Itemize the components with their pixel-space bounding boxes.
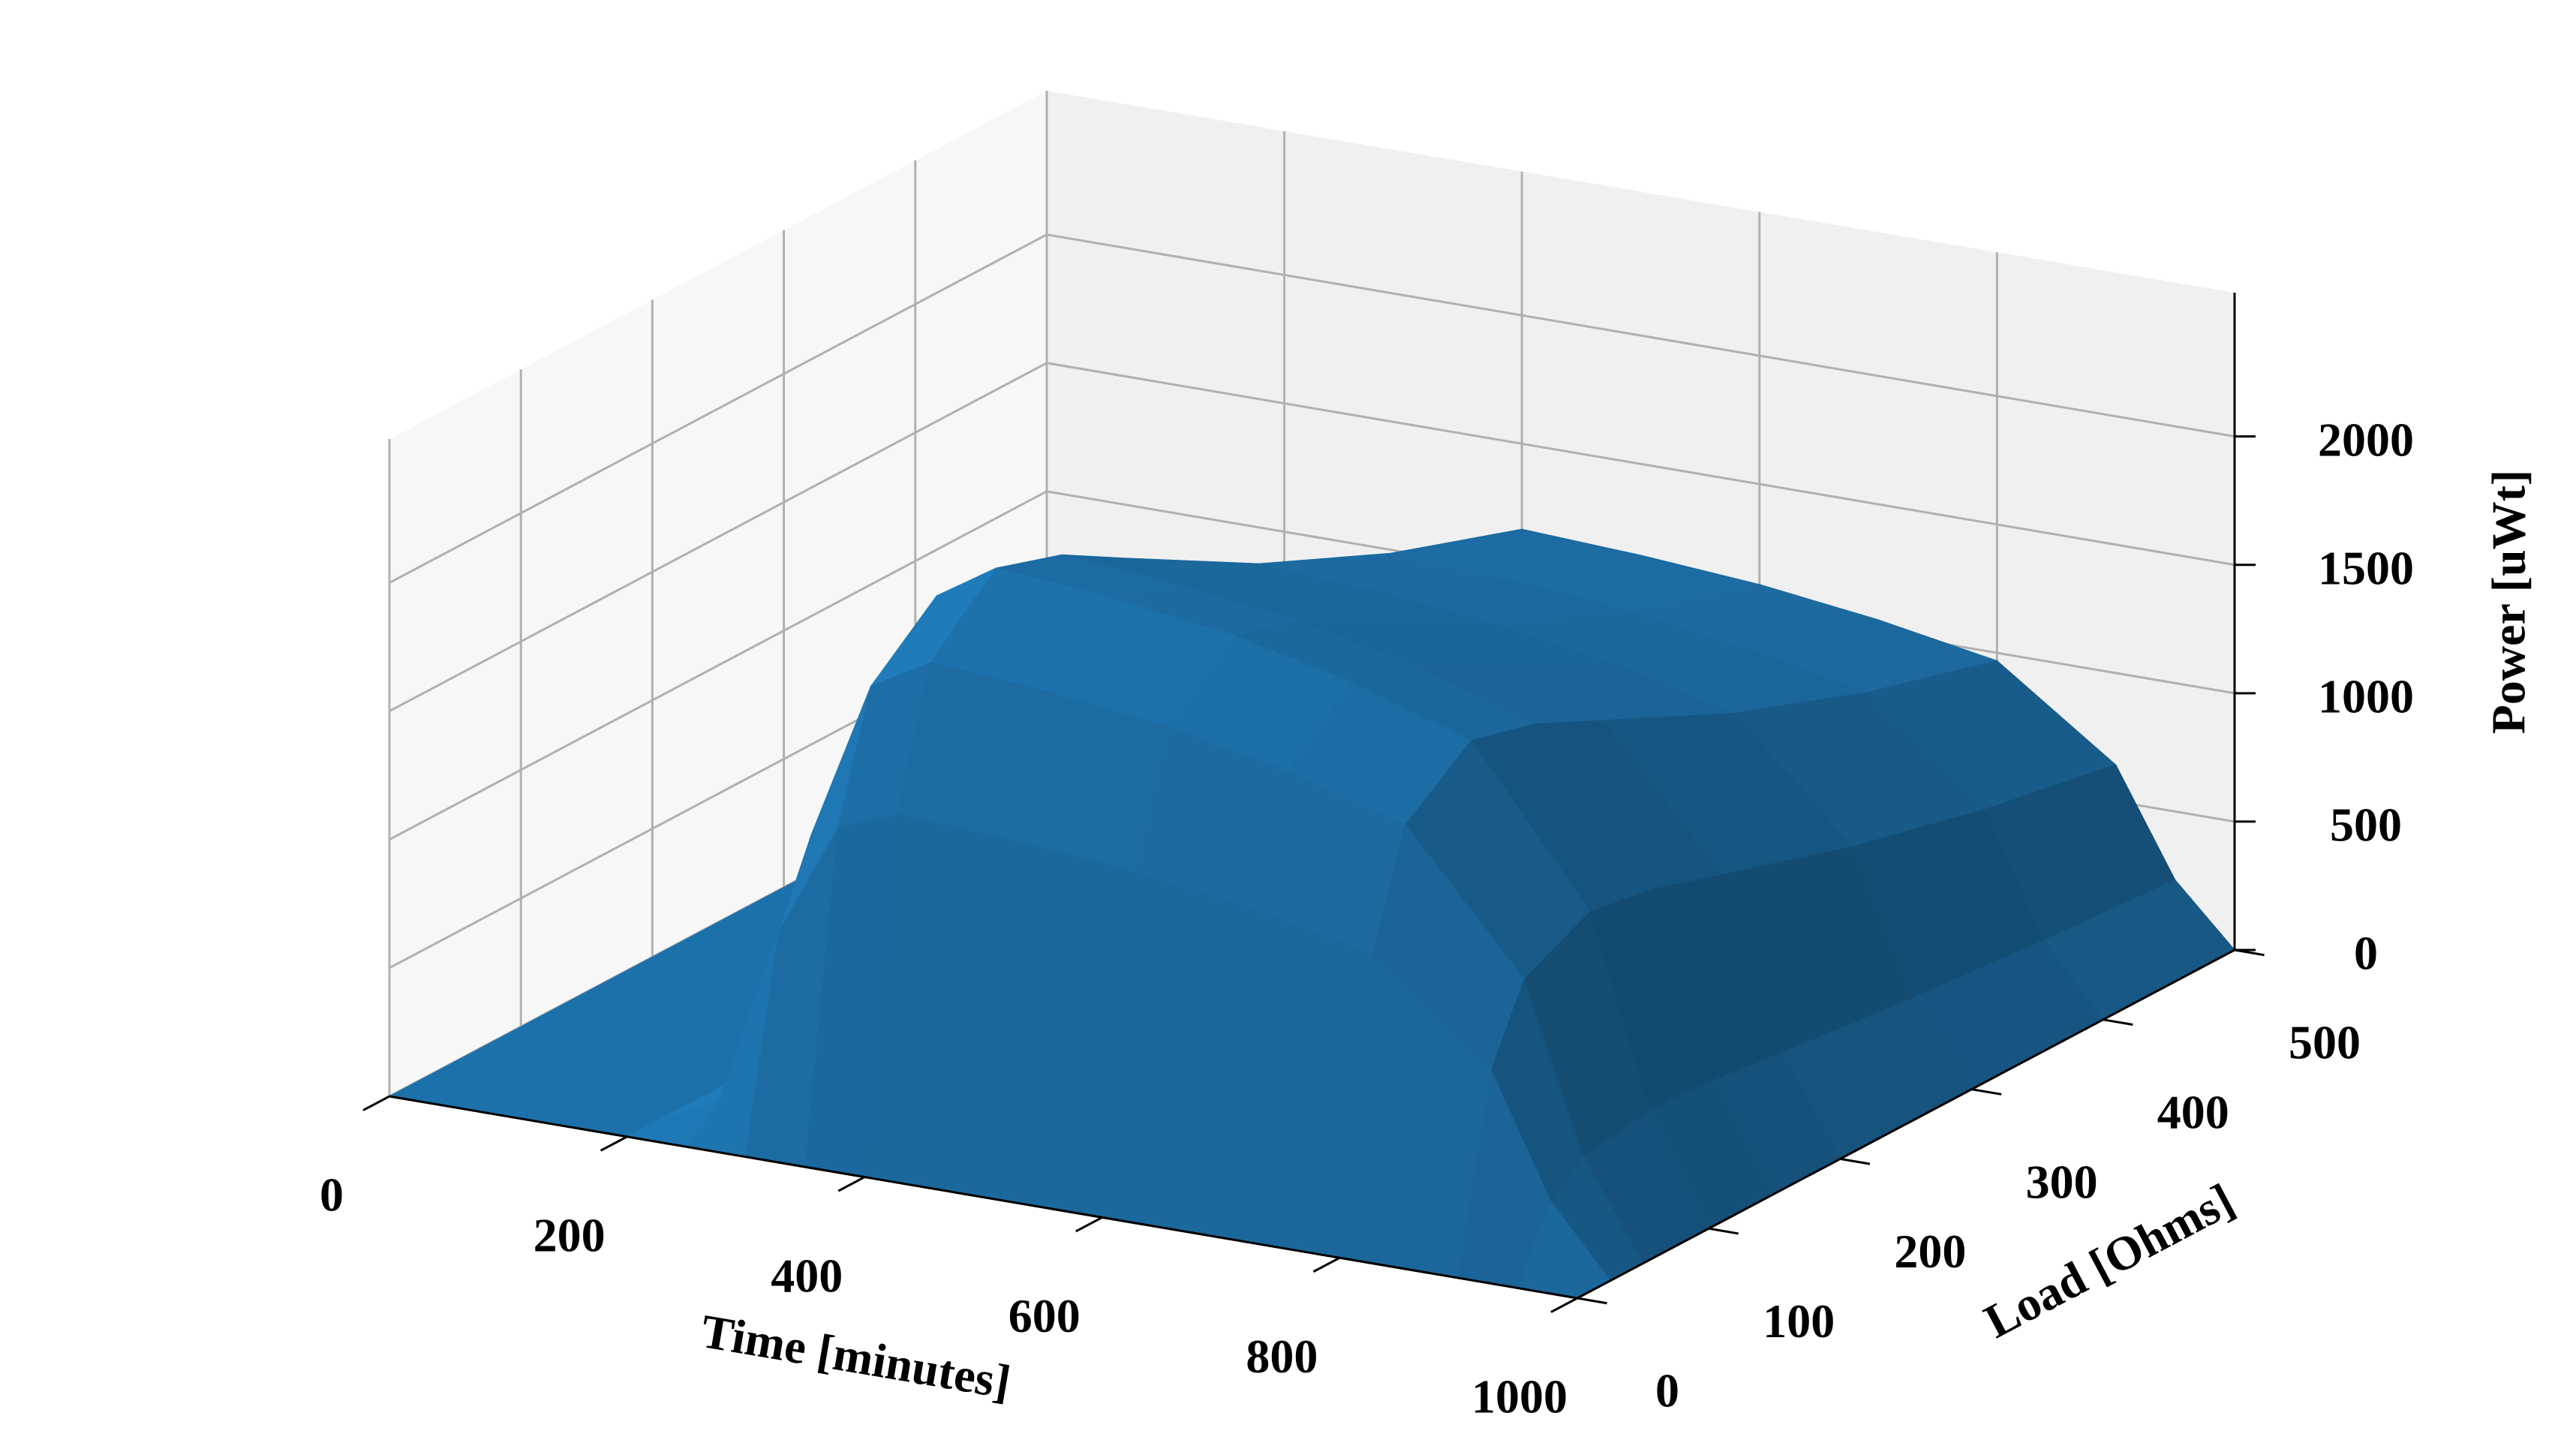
z-tick-label: 1000 bbox=[2318, 670, 2414, 723]
z-tick-label: 0 bbox=[2354, 927, 2378, 980]
x-tick bbox=[1312, 1256, 1341, 1273]
grid-line bbox=[389, 233, 1048, 584]
z-tick-label: 2000 bbox=[2318, 413, 2414, 466]
x-tick-label: 400 bbox=[771, 1249, 843, 1302]
y-axis-line bbox=[1577, 948, 2235, 1300]
y-tick bbox=[2103, 1018, 2133, 1027]
y-tick-label: 100 bbox=[1763, 1294, 1835, 1348]
x-axis-line bbox=[389, 1095, 1578, 1300]
x-tick-label: 800 bbox=[1246, 1330, 1318, 1383]
surface bbox=[388, 528, 2235, 1299]
grid-line bbox=[389, 490, 1048, 841]
y-tick-label: 200 bbox=[1894, 1225, 1966, 1278]
z-axis-label: Power [uWt] bbox=[2482, 470, 2535, 735]
x-axis-label: Time [minutes] bbox=[697, 1304, 1014, 1409]
y-tick-label: 400 bbox=[2157, 1085, 2229, 1138]
y-tick-label: 0 bbox=[1655, 1364, 1679, 1417]
x-tick-label: 600 bbox=[1008, 1289, 1081, 1342]
y-tick bbox=[1708, 1227, 1739, 1235]
z-tick-label: 500 bbox=[2330, 798, 2402, 852]
x-tick-label: 200 bbox=[534, 1208, 606, 1261]
grid-line bbox=[1046, 233, 2235, 438]
x-tick bbox=[362, 1095, 390, 1111]
x-tick bbox=[1550, 1297, 1578, 1313]
x-tick bbox=[600, 1135, 628, 1152]
y-tick bbox=[1577, 1297, 1607, 1305]
y-axis-label: Load [Ohms] bbox=[1976, 1173, 2242, 1348]
x-tick bbox=[1075, 1216, 1103, 1233]
x-tick-label: 1000 bbox=[1471, 1370, 1568, 1423]
z-tick-label: 1500 bbox=[2318, 541, 2414, 594]
grid-line bbox=[389, 362, 1048, 713]
x-tick bbox=[837, 1176, 865, 1192]
y-tick-label: 500 bbox=[2289, 1016, 2361, 1069]
y-tick bbox=[1971, 1088, 2002, 1096]
grid-line bbox=[1046, 362, 2235, 567]
y-tick bbox=[1840, 1157, 1871, 1165]
x-tick-label: 0 bbox=[320, 1168, 344, 1222]
y-tick-label: 300 bbox=[2026, 1155, 2098, 1208]
left-pane bbox=[389, 91, 1047, 1096]
